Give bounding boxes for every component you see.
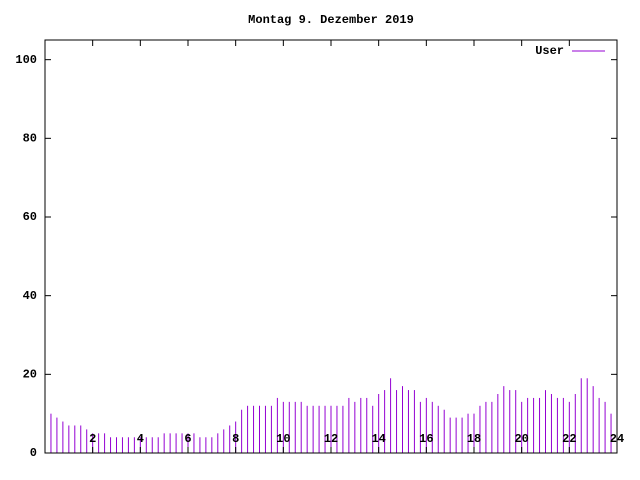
y-tick-label: 40: [23, 289, 37, 303]
x-tick-label: 8: [232, 432, 239, 446]
x-tick-label: 24: [610, 432, 624, 446]
x-tick-label: 10: [276, 432, 290, 446]
legend-label: User: [535, 44, 564, 58]
y-tick-label: 60: [23, 210, 37, 224]
x-tick-label: 16: [419, 432, 433, 446]
x-tick-label: 14: [371, 432, 385, 446]
y-tick-label: 100: [15, 53, 37, 67]
x-tick-label: 20: [514, 432, 528, 446]
chart-title: Montag 9. Dezember 2019: [248, 13, 414, 27]
x-tick-label: 2: [89, 432, 96, 446]
x-tick-label: 12: [324, 432, 338, 446]
y-tick-label: 80: [23, 132, 37, 146]
x-tick-label: 22: [562, 432, 576, 446]
x-tick-label: 18: [467, 432, 481, 446]
x-tick-label: 4: [137, 432, 144, 446]
y-tick-label: 20: [23, 368, 37, 382]
y-tick-label: 0: [30, 446, 37, 460]
x-tick-label: 6: [184, 432, 191, 446]
